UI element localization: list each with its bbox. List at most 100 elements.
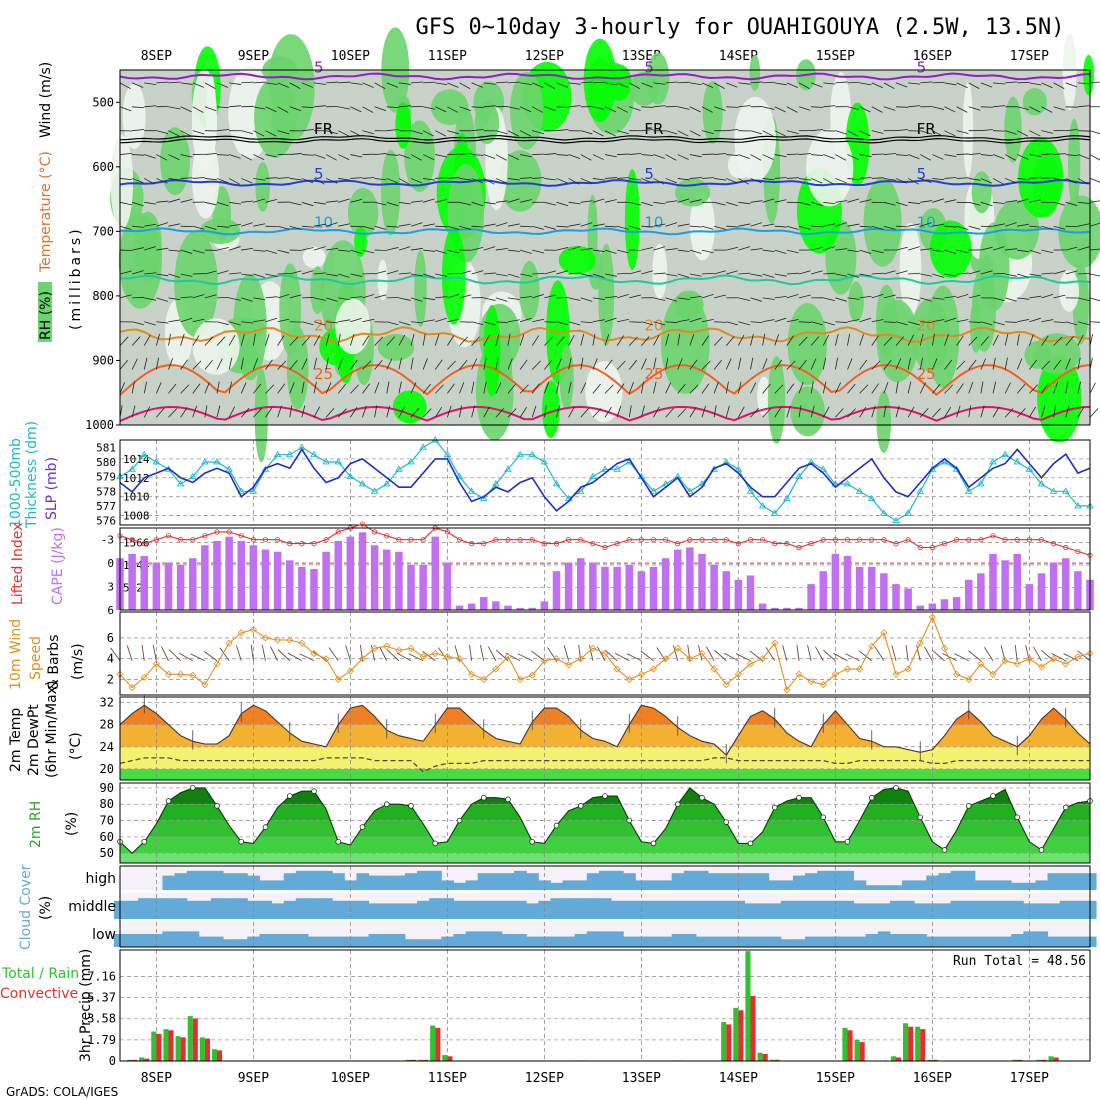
cape-bar bbox=[625, 564, 634, 610]
cloud-bar bbox=[647, 900, 661, 919]
precip-total-bar bbox=[890, 1056, 896, 1061]
wind-barb bbox=[1017, 249, 1030, 253]
wind-barb bbox=[823, 82, 836, 85]
cloud-bar bbox=[756, 936, 770, 947]
pressure-tick-label: 1000 bbox=[85, 418, 114, 432]
date-label-bottom: 12SEP bbox=[525, 1071, 564, 1086]
rh2m-point bbox=[214, 803, 220, 809]
cape-side-labels: Lifted Index CAPE (J/kg) bbox=[10, 523, 66, 605]
wind-barb bbox=[544, 270, 557, 275]
wind-barb bbox=[604, 406, 612, 418]
rh-patch bbox=[509, 71, 544, 150]
wind-barb bbox=[835, 222, 847, 227]
wind-barb bbox=[119, 178, 132, 181]
cloud-bar bbox=[1011, 882, 1024, 890]
wind-barb bbox=[1053, 294, 1066, 299]
wind-barb bbox=[228, 178, 240, 185]
cloud-bar bbox=[708, 900, 721, 919]
cloud-bar bbox=[223, 873, 236, 890]
wind-barb bbox=[265, 359, 273, 370]
wind10-point bbox=[1074, 653, 1082, 661]
thickness-point bbox=[855, 487, 864, 494]
precip-total-bar bbox=[127, 1059, 133, 1061]
wind-barb bbox=[677, 249, 690, 253]
wind-barb bbox=[326, 273, 339, 277]
wind-barb bbox=[410, 130, 423, 135]
cloud-bar bbox=[889, 934, 903, 947]
wind-barb bbox=[1065, 201, 1078, 207]
wind-barb bbox=[1065, 381, 1069, 394]
wind-barb bbox=[665, 297, 678, 302]
wind-barb bbox=[568, 223, 581, 227]
wind10-barb bbox=[916, 645, 921, 661]
wind-barb bbox=[471, 225, 484, 228]
wind-barb bbox=[229, 82, 242, 85]
wind-barb bbox=[677, 408, 687, 418]
wind-barb bbox=[992, 406, 1000, 418]
rh-patch bbox=[1004, 96, 1022, 163]
wind-barb bbox=[871, 360, 881, 370]
wind-barb bbox=[435, 130, 447, 137]
cape-bar bbox=[589, 562, 597, 610]
wind-barb bbox=[847, 297, 860, 300]
wind-barb bbox=[180, 296, 193, 299]
wind-barb bbox=[714, 270, 726, 275]
wind-barb bbox=[483, 154, 496, 159]
wind-barb bbox=[1041, 177, 1054, 179]
cloud-bar bbox=[186, 900, 200, 919]
cloud-bar bbox=[902, 934, 915, 947]
rh-patch bbox=[749, 54, 761, 91]
wind-barb bbox=[435, 296, 448, 299]
li-point bbox=[626, 537, 632, 543]
cloud-bar bbox=[817, 870, 830, 890]
wind-barb bbox=[750, 222, 763, 227]
wind-barb bbox=[483, 105, 496, 108]
wind-barb bbox=[447, 273, 460, 275]
wind-barb bbox=[434, 406, 443, 418]
contour-label: FR bbox=[314, 120, 333, 138]
wind-barb bbox=[350, 154, 363, 158]
thickness-point bbox=[977, 480, 985, 487]
rh-patch bbox=[899, 222, 922, 316]
rh-patch bbox=[483, 304, 501, 397]
wind10-point bbox=[358, 655, 367, 663]
wind-barb bbox=[786, 177, 799, 179]
cloud-level-label: high bbox=[85, 871, 116, 887]
wind-barb bbox=[811, 270, 823, 275]
wind-barb bbox=[253, 223, 266, 227]
wind-barb bbox=[253, 297, 266, 301]
wind-barb bbox=[726, 246, 739, 251]
date-label-top: 15SEP bbox=[816, 49, 855, 64]
wind-barb bbox=[701, 177, 715, 179]
wind-barb bbox=[616, 335, 625, 346]
wind-barb bbox=[532, 294, 544, 299]
wind-barb bbox=[798, 359, 807, 370]
wind-barb bbox=[471, 154, 484, 156]
precip-total-bar bbox=[1048, 1056, 1054, 1061]
li-point bbox=[165, 533, 172, 539]
wind-barb bbox=[1017, 319, 1030, 323]
wind-barb bbox=[992, 154, 1005, 160]
cloud-bar bbox=[623, 936, 636, 947]
wind-barb bbox=[968, 381, 974, 394]
wind-barb bbox=[992, 381, 997, 394]
cloud-bar bbox=[489, 900, 503, 919]
wind-barb bbox=[604, 273, 617, 277]
wind-barb bbox=[168, 106, 181, 110]
wind-barb bbox=[604, 82, 617, 86]
wind-barb bbox=[338, 178, 351, 181]
wind-barb bbox=[471, 358, 478, 370]
wind10-barb bbox=[858, 650, 873, 662]
wind-barb bbox=[1089, 297, 1100, 302]
cloud-bar bbox=[805, 873, 818, 890]
wind-barb bbox=[786, 294, 799, 299]
li-point bbox=[614, 541, 620, 547]
wind-barb bbox=[810, 381, 814, 394]
wind-barb bbox=[871, 249, 884, 254]
rh-patch bbox=[122, 83, 146, 149]
wind10-barb bbox=[1025, 645, 1030, 661]
wind-barb bbox=[422, 383, 431, 394]
wind-barb bbox=[1029, 177, 1042, 179]
wind-barb bbox=[883, 381, 889, 394]
wind-barb bbox=[1077, 154, 1090, 160]
